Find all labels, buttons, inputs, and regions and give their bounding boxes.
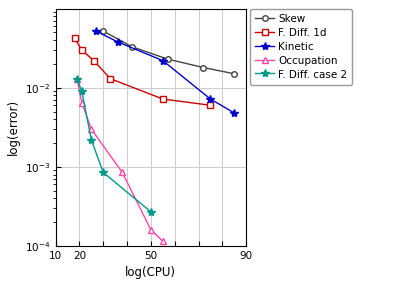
Kinetic: [232, 111, 237, 115]
X-axis label: log(CPU): log(CPU): [125, 266, 176, 279]
Occupation: [160, 239, 165, 243]
Skew: [129, 45, 134, 48]
F. Diff. 1d: [160, 97, 165, 101]
Occupation: [89, 127, 94, 131]
Skew: [101, 29, 106, 33]
Kinetic: [115, 40, 120, 43]
Kinetic: [208, 97, 213, 101]
Skew: [232, 72, 237, 76]
F. Diff. 1d: [72, 37, 77, 40]
F. Diff. case 2: [101, 171, 106, 174]
F. Diff. case 2: [89, 138, 94, 142]
F. Diff. case 2: [75, 77, 79, 80]
Line: Skew: Skew: [100, 28, 237, 77]
Kinetic: [94, 29, 98, 33]
F. Diff. 1d: [79, 48, 84, 52]
Line: F. Diff. case 2: F. Diff. case 2: [73, 75, 155, 216]
Occupation: [148, 228, 153, 232]
F. Diff. case 2: [148, 210, 153, 214]
Kinetic: [160, 59, 165, 62]
F. Diff. case 2: [79, 90, 84, 93]
Occupation: [120, 171, 125, 174]
Legend: Skew, F. Diff. 1d, Kinetic, Occupation, F. Diff. case 2: Skew, F. Diff. 1d, Kinetic, Occupation, …: [250, 9, 353, 85]
F. Diff. 1d: [108, 77, 113, 80]
F. Diff. 1d: [91, 59, 96, 62]
F. Diff. 1d: [208, 104, 213, 107]
Line: F. Diff. 1d: F. Diff. 1d: [72, 36, 213, 108]
Skew: [165, 57, 170, 61]
Line: Occupation: Occupation: [74, 76, 166, 244]
Occupation: [79, 101, 84, 104]
Line: Kinetic: Kinetic: [92, 27, 238, 117]
Occupation: [75, 77, 79, 80]
Skew: [201, 66, 206, 69]
Y-axis label: log(error): log(error): [7, 99, 19, 155]
